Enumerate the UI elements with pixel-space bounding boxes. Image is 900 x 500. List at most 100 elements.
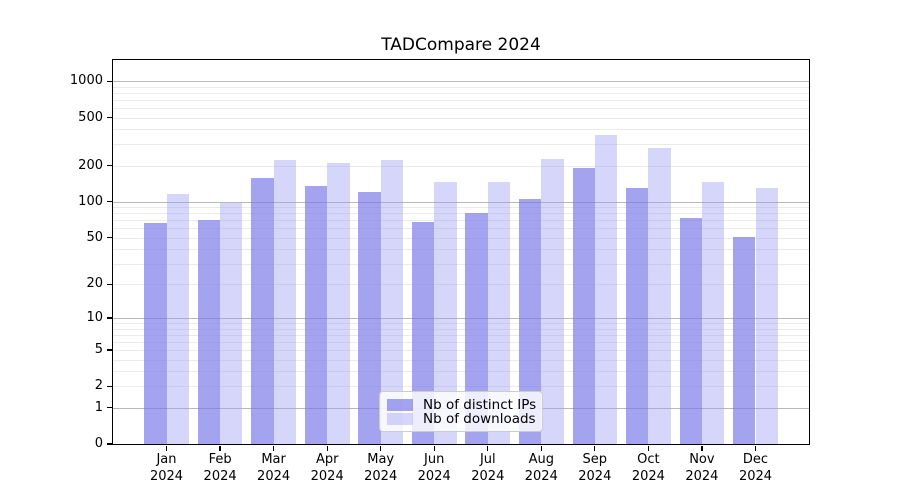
plot-area: Nb of distinct IPs Nb of downloads	[113, 60, 809, 444]
bar-distinct-ips-feb-2024	[197, 220, 221, 444]
x-tick-mark-may-2024	[380, 445, 382, 451]
major-gridline-1000	[113, 81, 809, 83]
y-tick-label-500: 500	[78, 109, 103, 125]
x-tick-mark-apr-2024	[326, 445, 328, 451]
bar-distinct-ips-sep-2024	[572, 167, 595, 444]
minor-gridline-40	[113, 249, 809, 250]
legend-label-distinct-ips: Nb of distinct IPs	[423, 396, 537, 413]
major-gridline-100	[113, 201, 809, 203]
x-tick-label-aug-2024: Aug 2024	[524, 452, 558, 484]
x-tick-label-jul-2024: Jul 2024	[471, 452, 505, 484]
bar-downloads-feb-2024	[220, 203, 243, 444]
minor-gridline-200	[113, 165, 809, 167]
minor-gridline-70	[113, 220, 809, 222]
y-tick-label-100: 100	[78, 193, 103, 209]
bar-distinct-ips-aug-2024	[518, 199, 542, 444]
minor-gridline-80	[113, 213, 809, 215]
minor-gridline-700	[113, 100, 809, 101]
bar-distinct-ips-apr-2024	[304, 185, 328, 444]
x-tick-label-nov-2024: Nov 2024	[685, 452, 719, 484]
bar-downloads-mar-2024	[273, 159, 296, 444]
y-tick-label-200: 200	[78, 157, 103, 173]
x-tick-mark-feb-2024	[219, 445, 221, 451]
x-tick-mark-sep-2024	[594, 445, 596, 451]
y-tick-label-2: 2	[94, 378, 103, 394]
x-tick-mark-dec-2024	[754, 445, 757, 451]
y-tick-mark-0	[106, 443, 112, 445]
y-tick-label-5: 5	[94, 341, 103, 357]
legend-swatch-downloads	[387, 412, 413, 425]
major-gridline-10	[113, 318, 809, 320]
minor-gridline-400	[113, 129, 809, 131]
minor-gridline-60	[113, 228, 809, 230]
bar-distinct-ips-oct-2024	[626, 187, 649, 444]
x-tick-label-dec-2024: Dec 2024	[738, 452, 773, 484]
minor-gridline-500	[113, 117, 809, 119]
x-tick-mark-mar-2024	[272, 445, 275, 451]
y-tick-mark-5	[106, 349, 112, 351]
x-tick-label-jun-2024: Jun 2024	[417, 452, 451, 484]
bar-downloads-jul-2024	[487, 181, 511, 444]
bar-distinct-ips-jun-2024	[411, 221, 435, 444]
minor-gridline-7	[113, 334, 809, 336]
x-tick-label-sep-2024: Sep 2024	[578, 452, 612, 484]
bar-distinct-ips-nov-2024	[679, 218, 702, 444]
minor-gridline-2	[113, 386, 809, 388]
x-tick-mark-nov-2024	[701, 445, 703, 451]
bar-downloads-oct-2024	[648, 148, 671, 444]
minor-gridline-9	[113, 323, 809, 325]
chart-title: TADCompare 2024	[381, 35, 541, 55]
x-tick-label-feb-2024: Feb 2024	[203, 452, 237, 484]
bar-distinct-ips-dec-2024	[733, 236, 756, 444]
bar-distinct-ips-may-2024	[358, 192, 381, 444]
x-tick-mark-jul-2024	[487, 445, 489, 451]
bar-downloads-may-2024	[380, 160, 404, 444]
legend: Nb of distinct IPs Nb of downloads	[379, 391, 543, 432]
y-tick-mark-1000	[106, 80, 112, 82]
bar-downloads-apr-2024	[327, 162, 350, 444]
x-tick-mark-aug-2024	[540, 445, 542, 451]
y-tick-mark-20	[106, 283, 112, 285]
x-tick-mark-oct-2024	[647, 445, 650, 451]
y-tick-mark-1	[106, 406, 112, 409]
x-tick-label-oct-2024: Oct 2024	[631, 452, 665, 484]
y-tick-mark-100	[106, 201, 112, 203]
minor-gridline-5	[113, 349, 809, 351]
minor-gridline-6	[113, 341, 809, 343]
x-tick-label-apr-2024: Apr 2024	[310, 452, 344, 484]
y-tick-label-50: 50	[86, 229, 103, 245]
y-tick-mark-10	[106, 317, 112, 319]
x-tick-mark-jun-2024	[433, 445, 435, 451]
minor-gridline-30	[113, 263, 809, 265]
bar-downloads-sep-2024	[594, 135, 618, 444]
bar-downloads-nov-2024	[701, 182, 725, 444]
bar-downloads-jun-2024	[434, 181, 457, 444]
y-tick-label-1000: 1000	[69, 73, 103, 89]
minor-gridline-8	[113, 328, 809, 330]
legend-item-downloads: Nb of downloads	[387, 410, 536, 427]
y-tick-label-10: 10	[86, 310, 103, 326]
x-tick-label-may-2024: May 2024	[364, 452, 398, 484]
y-tick-mark-2	[106, 385, 112, 387]
minor-gridline-20	[113, 284, 809, 286]
minor-gridline-300	[113, 144, 809, 146]
x-tick-mark-jan-2024	[165, 445, 168, 451]
y-tick-label-1: 1	[94, 399, 103, 415]
bar-downloads-aug-2024	[541, 158, 564, 444]
bar-downloads-jan-2024	[166, 194, 189, 444]
x-tick-label-jan-2024: Jan 2024	[149, 452, 184, 484]
legend-label-downloads: Nb of downloads	[423, 410, 536, 427]
bar-distinct-ips-mar-2024	[251, 177, 274, 444]
y-tick-mark-500	[106, 116, 112, 119]
bar-distinct-ips-jul-2024	[465, 213, 488, 444]
legend-swatch-distinct-ips	[387, 398, 413, 411]
minor-gridline-600	[113, 108, 809, 110]
bar-distinct-ips-jan-2024	[144, 222, 167, 444]
y-tick-label-0: 0	[94, 436, 103, 451]
y-tick-mark-50	[106, 236, 112, 239]
minor-gridline-50	[113, 237, 809, 239]
minor-gridline-4	[113, 359, 809, 361]
bar-downloads-dec-2024	[755, 187, 778, 444]
minor-gridline-800	[113, 93, 809, 94]
